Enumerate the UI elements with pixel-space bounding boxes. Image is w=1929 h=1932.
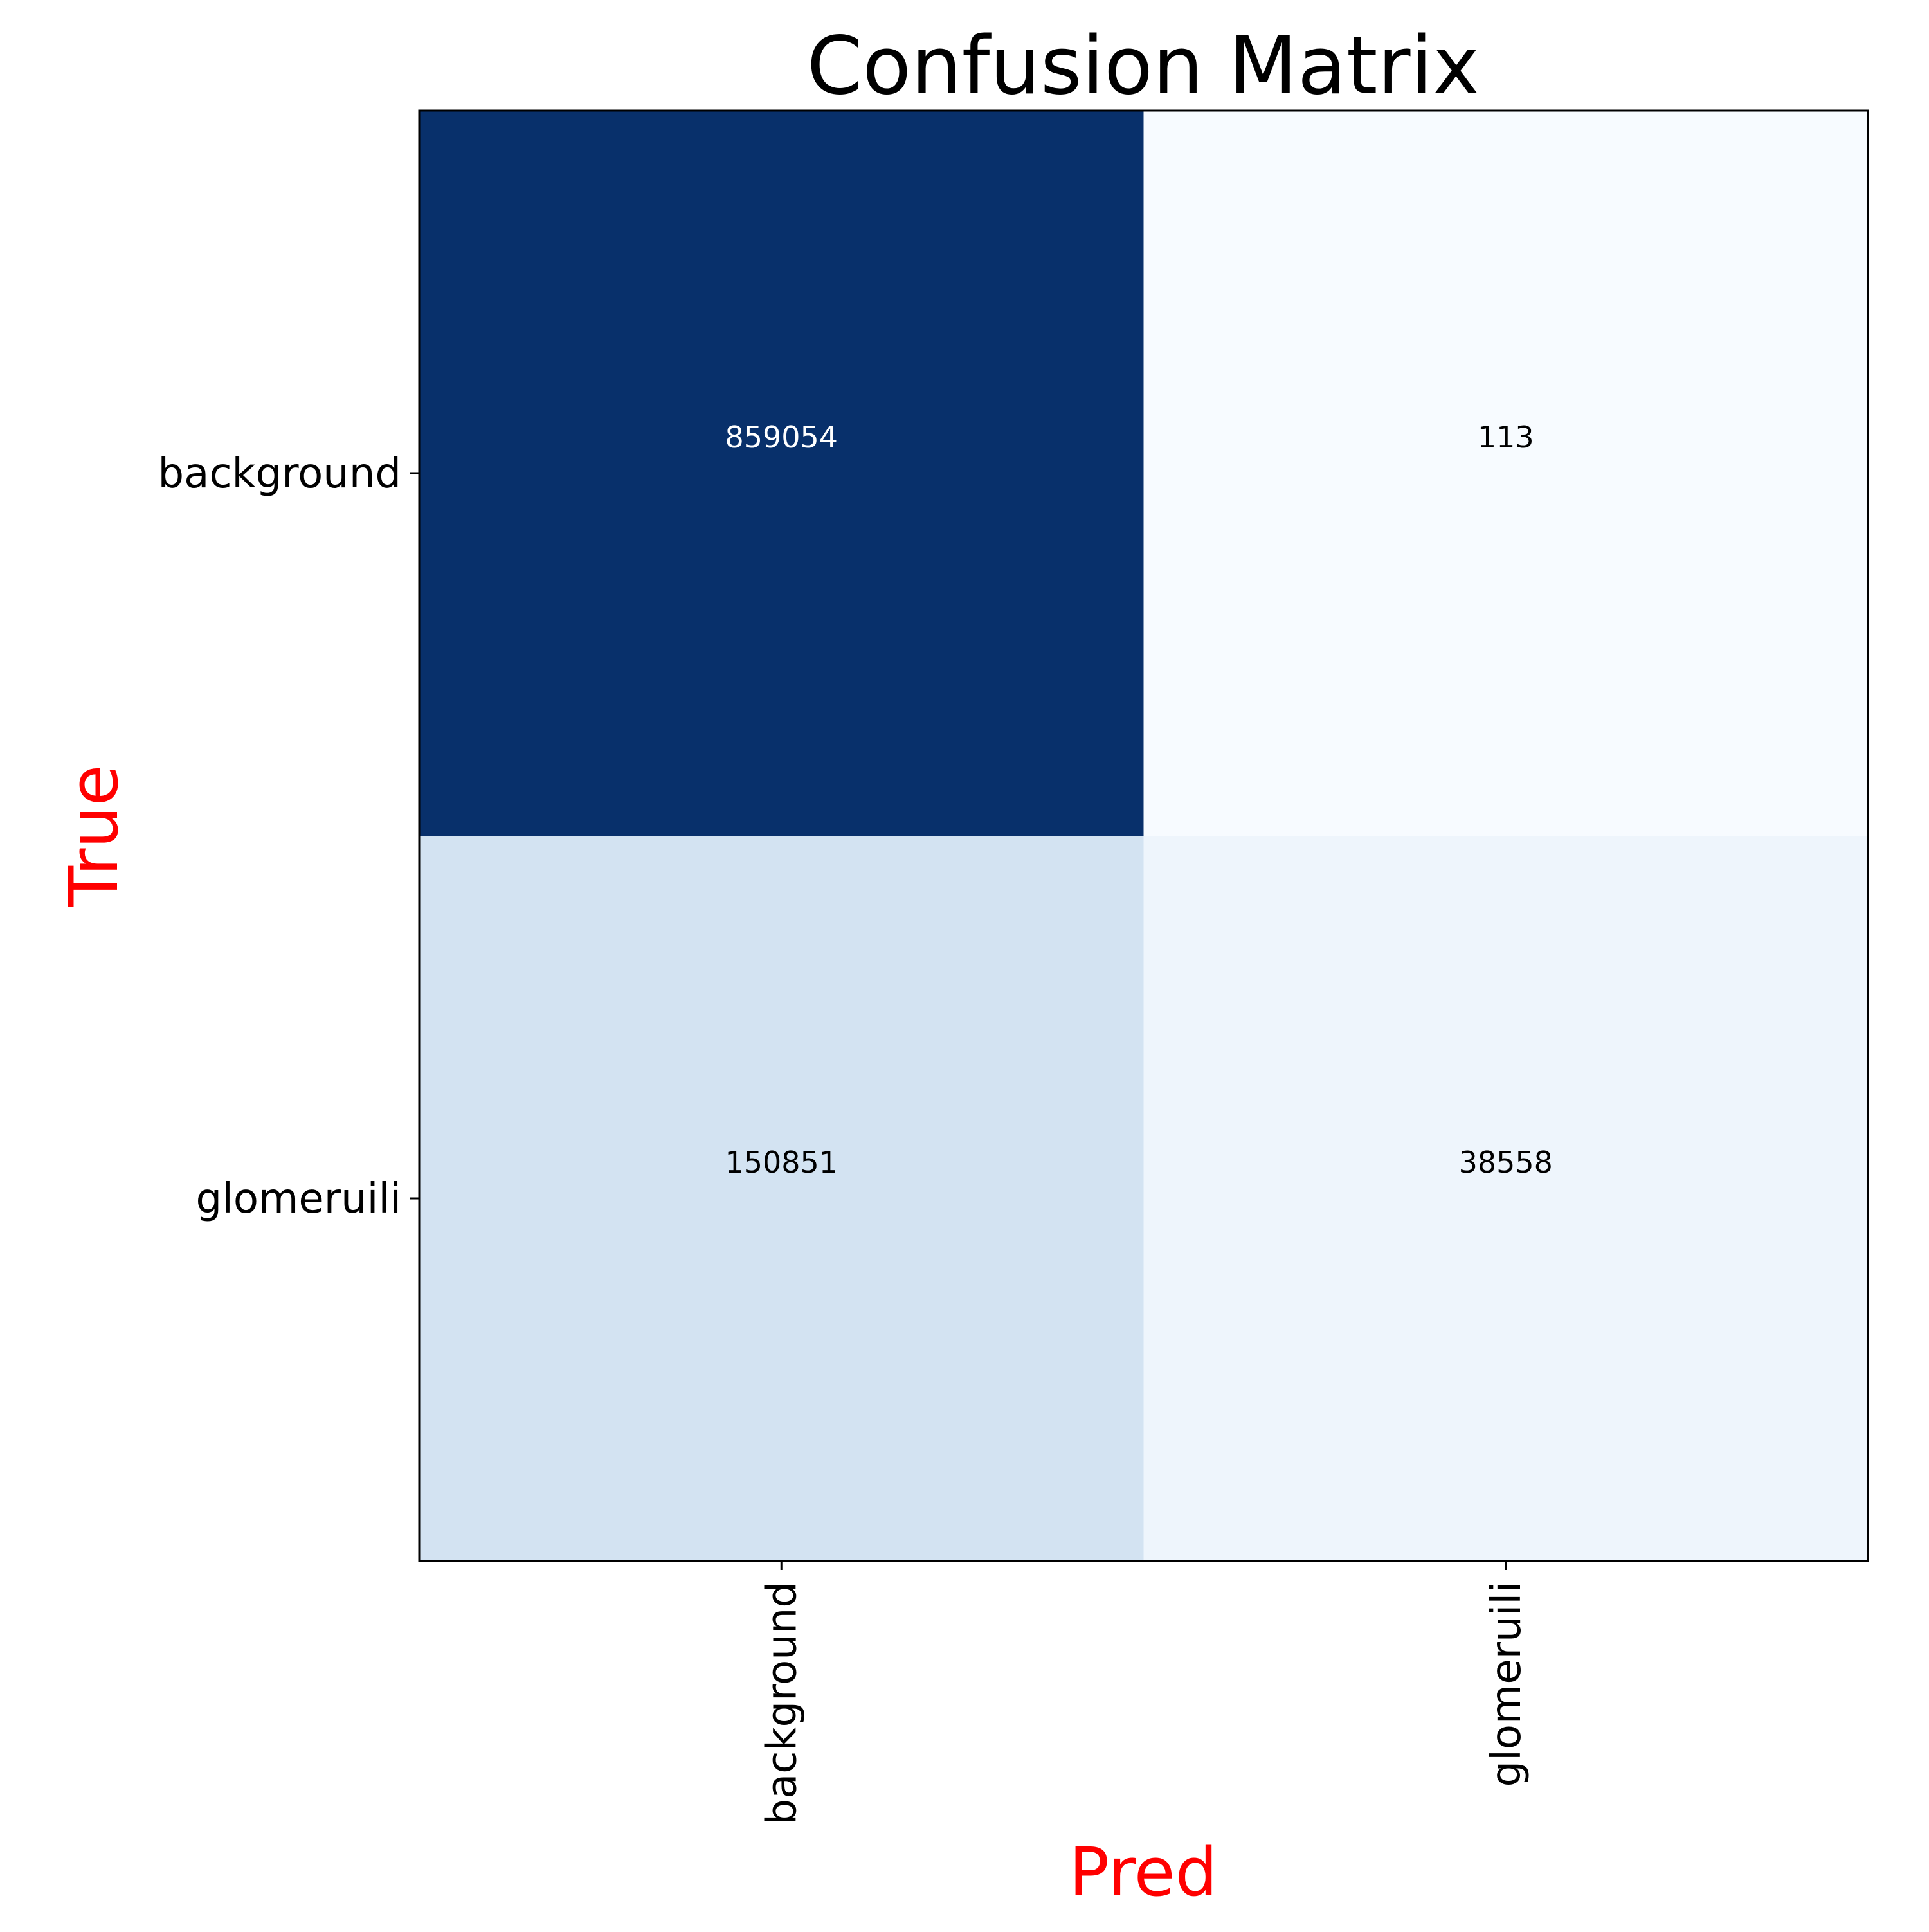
matrix-cell-0-0 <box>419 111 1144 836</box>
matrix-cell-0-1 <box>1143 111 1868 836</box>
matrix-cell-1-1 <box>1143 836 1868 1561</box>
plot-frame <box>418 109 1869 1562</box>
chart-title: Confusion Matrix <box>807 20 1480 113</box>
y-tick-label-1: glomeruili <box>196 1175 402 1223</box>
y-tick-label-0: background <box>158 450 401 498</box>
y-axis-label: True <box>55 765 133 908</box>
cell-value-label-1-1: 38558 <box>1459 1145 1553 1180</box>
x-tick-label-0: background <box>758 1582 806 1825</box>
cell-value-label-1-0: 150851 <box>725 1145 838 1180</box>
matrix-cell-1-0 <box>419 836 1144 1561</box>
cell-value-label-0-1: 113 <box>1478 420 1534 455</box>
x-tick-label-1: glomeruili <box>1483 1582 1530 1787</box>
plot-area: 859054 113 150851 38558 background glomeruili… <box>158 109 1869 1825</box>
cell-value-label-0-0: 859054 <box>725 420 838 455</box>
x-axis-label: Pred <box>1069 1833 1217 1911</box>
